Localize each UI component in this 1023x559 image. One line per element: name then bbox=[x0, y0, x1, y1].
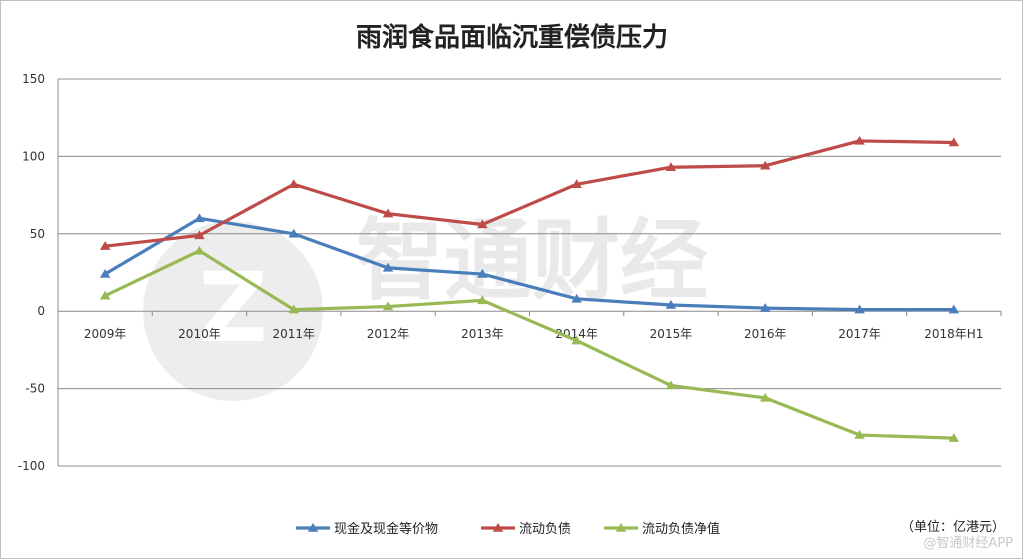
legend-label: 流动负债净值 bbox=[642, 521, 720, 537]
x-axis-ticks: 2009年 2010年 2011年 2012年 2013年 2014年 2015年 2016年… bbox=[57, 311, 1002, 341]
legend-swatch-marker bbox=[615, 523, 627, 532]
data-point bbox=[477, 219, 488, 229]
y-tick-label: 50 bbox=[30, 227, 45, 241]
data-point bbox=[477, 269, 488, 278]
data-point bbox=[99, 241, 111, 250]
data-point bbox=[99, 290, 111, 300]
watermark: Z 智通财经 @智通财经APP bbox=[143, 209, 1013, 551]
legend-item: 流动负债净值 bbox=[604, 521, 720, 537]
series-line bbox=[104, 216, 954, 312]
data-point bbox=[194, 230, 205, 240]
y-axis-ticks: 150 100 50 0 -50 -100 bbox=[18, 72, 45, 473]
data-point bbox=[382, 262, 394, 272]
legend: 现金及现金等价物 流动负债 流动负债净值 bbox=[296, 521, 720, 537]
data-point bbox=[288, 304, 299, 314]
x-tick-label: 2015年 bbox=[650, 327, 693, 341]
data-point bbox=[854, 430, 865, 439]
data-point bbox=[477, 295, 488, 305]
data-point bbox=[760, 303, 771, 312]
y-tick-label: -100 bbox=[18, 459, 45, 473]
series-layer bbox=[99, 135, 960, 442]
legend-label: 流动负债 bbox=[519, 522, 571, 537]
data-point bbox=[854, 304, 865, 314]
data-point bbox=[665, 300, 677, 309]
legend-item: 流动负债 bbox=[481, 522, 571, 537]
data-point bbox=[948, 433, 960, 442]
watermark-corner-text: @智通财经APP bbox=[923, 536, 1013, 551]
series-1 bbox=[99, 213, 960, 314]
x-tick-label: 2018年H1 bbox=[924, 327, 983, 341]
x-tick-label: 2010年 bbox=[178, 327, 221, 341]
data-point bbox=[760, 160, 771, 170]
data-point bbox=[665, 162, 677, 171]
legend-item: 现金及现金等价物 bbox=[296, 521, 438, 537]
data-point bbox=[382, 208, 394, 218]
data-point bbox=[571, 335, 582, 345]
x-tick-label: 2012年 bbox=[367, 327, 410, 341]
watermark-logo-glyph: Z bbox=[198, 252, 268, 364]
chart-title: 雨润食品面临沉重偿债压力 bbox=[356, 22, 668, 53]
unit-note: （单位：亿港元） bbox=[901, 520, 1005, 535]
data-point bbox=[948, 304, 960, 314]
data-point bbox=[665, 380, 677, 390]
x-tick-label: 2013年 bbox=[461, 327, 504, 341]
data-point bbox=[288, 179, 299, 189]
series-line bbox=[104, 249, 954, 440]
series-3 bbox=[99, 245, 960, 442]
x-tick-label: 2016年 bbox=[744, 327, 787, 341]
data-point bbox=[571, 293, 582, 303]
data-point bbox=[382, 301, 394, 311]
y-tick-label: 0 bbox=[37, 304, 45, 318]
x-tick-label: 2011年 bbox=[272, 327, 315, 341]
data-point bbox=[194, 245, 205, 255]
data-point bbox=[99, 269, 111, 278]
x-tick-label: 2017年 bbox=[838, 327, 881, 341]
data-point bbox=[571, 179, 582, 189]
series-line bbox=[104, 139, 954, 248]
data-point bbox=[194, 213, 205, 223]
data-point bbox=[760, 392, 771, 402]
y-tick-label: 100 bbox=[22, 149, 45, 163]
series-2 bbox=[99, 135, 960, 250]
legend-label: 现金及现金等价物 bbox=[334, 521, 438, 537]
data-point bbox=[854, 135, 865, 145]
y-tick-label: 150 bbox=[22, 72, 45, 86]
y-tick-label: -50 bbox=[25, 382, 45, 396]
legend-swatch-marker bbox=[492, 523, 504, 532]
x-tick-label: 2009年 bbox=[84, 327, 127, 341]
legend-swatch-marker bbox=[307, 523, 319, 532]
data-point bbox=[288, 228, 299, 238]
data-point bbox=[948, 137, 960, 147]
watermark-text: 智通财经 bbox=[356, 209, 708, 312]
